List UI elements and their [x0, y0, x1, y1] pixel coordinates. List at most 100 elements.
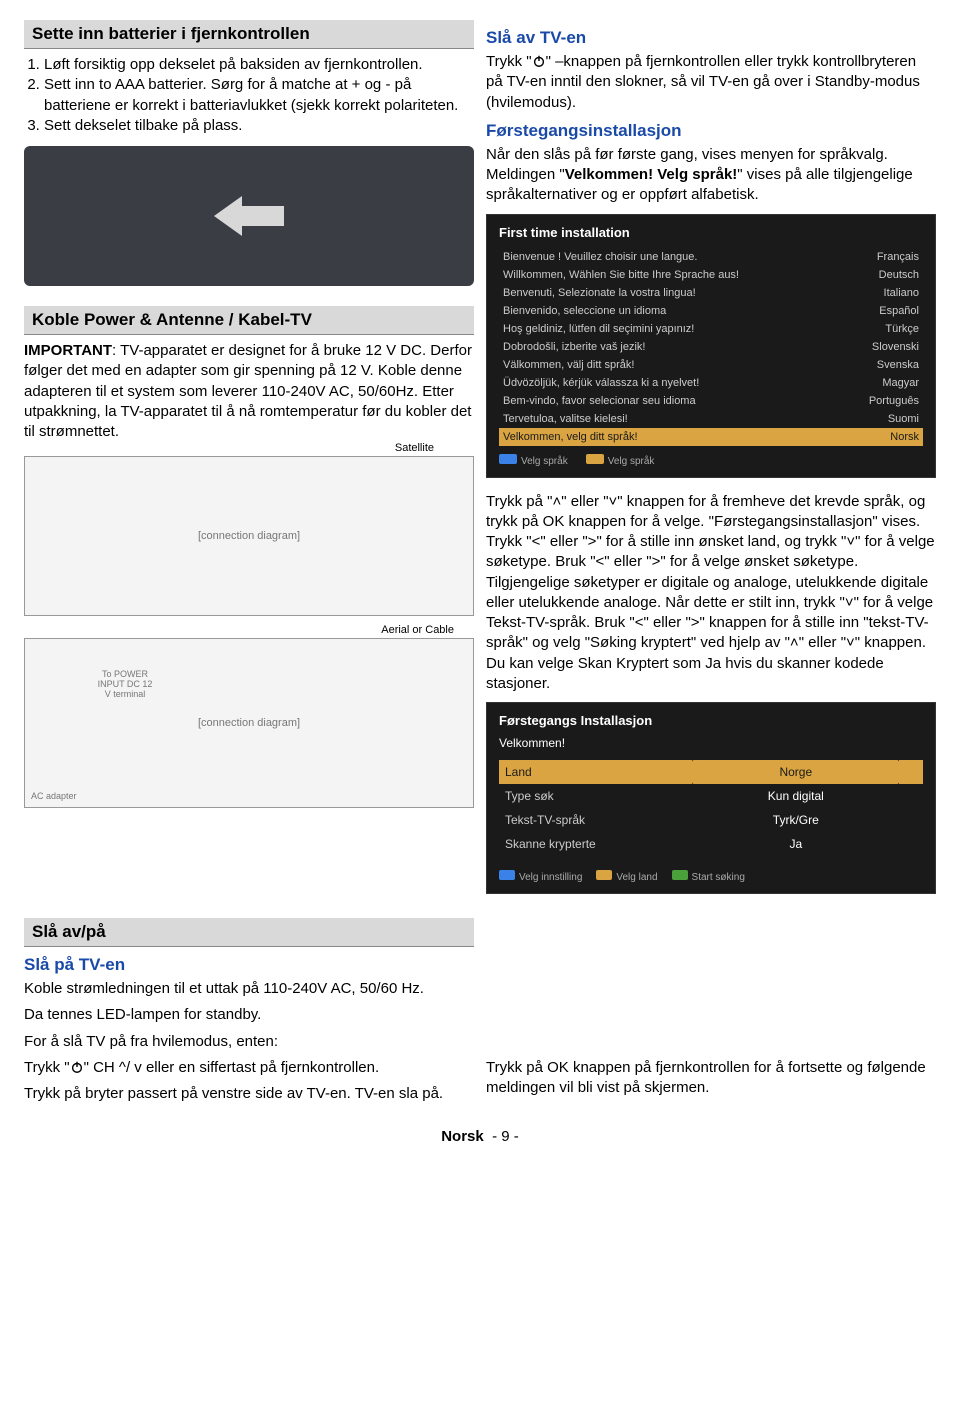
language-row[interactable]: Willkommen, Wählen Sie bitte Ihre Sprach… — [499, 266, 923, 284]
first-install-text: Når den slås på før første gang, vises m… — [486, 145, 936, 206]
bottom-p2: Da tennes LED-lampen for standby. — [24, 1005, 474, 1025]
language-name: Magyar — [841, 374, 923, 392]
bottom-p5: Trykk på bryter passert på venstre side … — [24, 1084, 474, 1104]
heading-turn-off: Slå av TV-en — [486, 28, 936, 48]
language-prompt: Willkommen, Wählen Sie bitte Ihre Sprach… — [499, 266, 841, 284]
install-label: Type søk — [499, 784, 669, 808]
arrow-left-icon[interactable] — [669, 808, 693, 832]
heading-first-install: Førstegangsinstallasjon — [486, 121, 936, 141]
heading-battery: Sette inn batterier i fjernkontrollen — [24, 20, 474, 49]
connection-diagram-top: [connection diagram] — [24, 456, 474, 616]
arrow-right-icon[interactable] — [899, 784, 923, 808]
install-value: Norge — [692, 760, 899, 784]
ac-adapter-label: AC adapter — [31, 791, 77, 801]
step-1: Løft forsiktig opp dekselet på baksiden … — [44, 55, 474, 75]
install-label: Land — [499, 760, 669, 784]
left-column: Sette inn batterier i fjernkontrollen Lø… — [24, 20, 474, 908]
bottom-p4: Trykk "" CH ^/ v eller en siffertast på … — [24, 1058, 474, 1078]
language-row[interactable]: Tervetuloa, valitse kielesi!Suomi — [499, 410, 923, 428]
power-icon — [70, 1060, 84, 1074]
arrow-left-icon — [214, 196, 284, 236]
install-label: Skanne krypterte — [499, 832, 669, 856]
language-name: Español — [841, 302, 923, 320]
welcome-label: Velkommen! — [499, 736, 923, 750]
bottom-p3: For å slå TV på fra hvilemodus, enten: — [24, 1032, 474, 1052]
to-power-label: To POWER INPUT DC 12 V terminal — [95, 669, 155, 699]
page-footer: Norsk - 9 - — [0, 1114, 960, 1165]
footer-button[interactable]: Start søking — [672, 870, 745, 883]
language-row[interactable]: Bem-vindo, favor selecionar seu idiomaPo… — [499, 392, 923, 410]
screenshot1-footer: Velg språk Velg språk — [499, 454, 923, 467]
battery-steps: Løft forsiktig opp dekselet på baksiden … — [24, 55, 474, 136]
arrow-left-icon[interactable] — [669, 832, 693, 856]
step-2: Sett inn to AAA batterier. Sørg for å ma… — [44, 75, 474, 116]
language-prompt: Tervetuloa, valitse kielesi! — [499, 410, 841, 428]
language-row[interactable]: Välkommen, välj ditt språk!Svenska — [499, 356, 923, 374]
bottom-right-text: Trykk på OK knappen på fjernkontrollen f… — [486, 1058, 936, 1099]
language-row[interactable]: Üdvözöljük, kérjük válassza ki a nyelvet… — [499, 374, 923, 392]
screenshot-language-select: First time installation Bienvenue ! Veui… — [486, 214, 936, 478]
language-row[interactable]: Bienvenido, seleccione un idiomaEspañol — [499, 302, 923, 320]
language-table: Bienvenue ! Veuillez choisir une langue.… — [499, 248, 923, 446]
install-table: Land◄Norge►Type søkKun digitalTekst-TV-s… — [499, 760, 923, 856]
power-icon — [532, 54, 546, 68]
install-row[interactable]: Tekst-TV-språk Tyrk/Gre — [499, 808, 923, 832]
right-column: Slå av TV-en Trykk "" –knappen på fjernk… — [486, 20, 936, 908]
language-name: Slovenski — [841, 338, 923, 356]
satellite-label: Satellite — [24, 442, 474, 454]
arrow-left-icon[interactable]: ◄ — [669, 760, 693, 784]
language-name: Italiano — [841, 284, 923, 302]
language-prompt: Välkommen, välj ditt språk! — [499, 356, 841, 374]
language-prompt: Benvenuti, Selezionate la vostra lingua! — [499, 284, 841, 302]
bottom-p1: Koble strømledningen til et uttak på 110… — [24, 979, 474, 999]
step-3: Sett dekselet tilbake på plass. — [44, 116, 474, 136]
footer-button[interactable]: Velg innstilling — [499, 870, 582, 883]
footer-button[interactable]: Velg land — [596, 870, 657, 883]
install-label: Tekst-TV-språk — [499, 808, 669, 832]
language-name: Türkçe — [841, 320, 923, 338]
footer-lang: Norsk — [441, 1128, 484, 1145]
screenshot-install-settings: Førstegangs Installasjon Velkommen! Land… — [486, 702, 936, 894]
color-swatch — [499, 870, 515, 880]
heading-power-antenna: Koble Power & Antenne / Kabel-TV — [24, 306, 474, 335]
install-value: Kun digital — [692, 784, 899, 808]
arrow-right-icon[interactable]: ► — [899, 760, 923, 784]
heading-turn-on: Slå på TV-en — [24, 955, 474, 975]
arrow-right-icon[interactable] — [899, 832, 923, 856]
arrow-right-icon[interactable] — [899, 808, 923, 832]
language-name: Français — [841, 248, 923, 266]
language-row[interactable]: Velkommen, velg ditt språk!Norsk — [499, 428, 923, 446]
screenshot1-title: First time installation — [499, 225, 923, 240]
footer-page: - 9 - — [492, 1128, 519, 1145]
language-prompt: Bem-vindo, favor selecionar seu idioma — [499, 392, 841, 410]
language-row[interactable]: Benvenuti, Selezionate la vostra lingua!… — [499, 284, 923, 302]
language-name: Norsk — [841, 428, 923, 446]
footer-dot2 — [586, 454, 604, 464]
bottom-left: Slå av/på Slå på TV-en Koble strømlednin… — [24, 918, 474, 1104]
language-row[interactable]: Hoş geldiniz, lütfen dil seçimini yapını… — [499, 320, 923, 338]
arrow-left-icon[interactable] — [669, 784, 693, 808]
language-name: Português — [841, 392, 923, 410]
battery-photo — [24, 146, 474, 286]
screenshot2-footer: Velg innstilling Velg land Start søking — [499, 870, 923, 883]
install-row[interactable]: Skanne krypterteJa — [499, 832, 923, 856]
language-prompt: Hoş geldiniz, lütfen dil seçimini yapını… — [499, 320, 841, 338]
language-name: Suomi — [841, 410, 923, 428]
language-prompt: Bienvenido, seleccione un idioma — [499, 302, 841, 320]
important-label: IMPORTANT — [24, 342, 112, 359]
install-row[interactable]: Type søk Kun digital — [499, 784, 923, 808]
install-value: Tyrk/Gre — [692, 808, 899, 832]
connection-diagram-bottom: AC adapter To POWER INPUT DC 12 V termin… — [24, 638, 474, 808]
language-prompt: Dobrodošli, izberite vaš jezik! — [499, 338, 841, 356]
language-row[interactable]: Dobrodošli, izberite vaš jezik!Slovenski — [499, 338, 923, 356]
language-row[interactable]: Bienvenue ! Veuillez choisir une langue.… — [499, 248, 923, 266]
language-prompt: Velkommen, velg ditt språk! — [499, 428, 841, 446]
screenshot2-title: Førstegangs Installasjon — [499, 713, 923, 728]
turn-off-text: Trykk "" –knappen på fjernkontrollen ell… — [486, 52, 936, 113]
bottom-right: Trykk på OK knappen på fjernkontrollen f… — [486, 918, 936, 1104]
install-row[interactable]: Land◄Norge► — [499, 760, 923, 784]
color-swatch — [672, 870, 688, 880]
language-name: Deutsch — [841, 266, 923, 284]
footer-dot1 — [499, 454, 517, 464]
heading-onoff: Slå av/på — [24, 918, 474, 947]
